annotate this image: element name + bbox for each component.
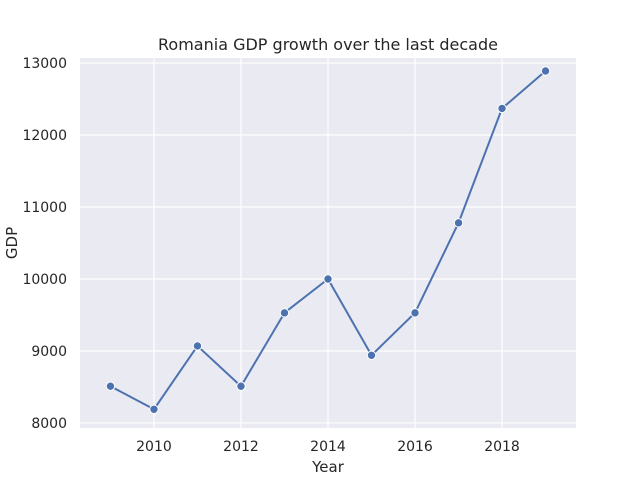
y-tick-label: 12000 xyxy=(22,128,67,144)
data-point xyxy=(149,404,159,414)
x-tick-label: 2014 xyxy=(310,439,346,455)
y-tick-label: 11000 xyxy=(22,200,67,216)
y-tick-label: 9000 xyxy=(31,344,67,360)
data-point xyxy=(192,341,203,351)
grid-lines xyxy=(80,58,576,428)
x-tick-label: 2010 xyxy=(136,439,172,455)
data-point xyxy=(236,381,246,391)
data-point xyxy=(366,350,377,360)
data-point xyxy=(323,274,333,284)
data-point xyxy=(453,218,464,228)
data-point xyxy=(105,381,116,391)
data-point xyxy=(279,308,290,318)
data-point xyxy=(410,308,420,318)
data-point xyxy=(497,103,507,114)
x-tick-labels: 2010 2012 2014 2016 2018 xyxy=(136,439,520,455)
y-tick-label: 8000 xyxy=(31,416,67,432)
x-tick-label: 2018 xyxy=(484,439,520,455)
data-point xyxy=(540,66,551,76)
y-axis-label: GDP xyxy=(3,227,21,259)
y-tick-labels: 8000 9000 10000 11000 12000 13000 xyxy=(22,56,67,432)
x-axis-label: Year xyxy=(311,458,345,476)
series-layer xyxy=(105,66,551,414)
chart-title: Romania GDP growth over the last decade xyxy=(158,35,498,54)
y-tick-label: 10000 xyxy=(22,272,67,288)
x-tick-label: 2016 xyxy=(397,439,433,455)
x-tick-label: 2012 xyxy=(223,439,259,455)
y-tick-label: 13000 xyxy=(22,56,67,72)
